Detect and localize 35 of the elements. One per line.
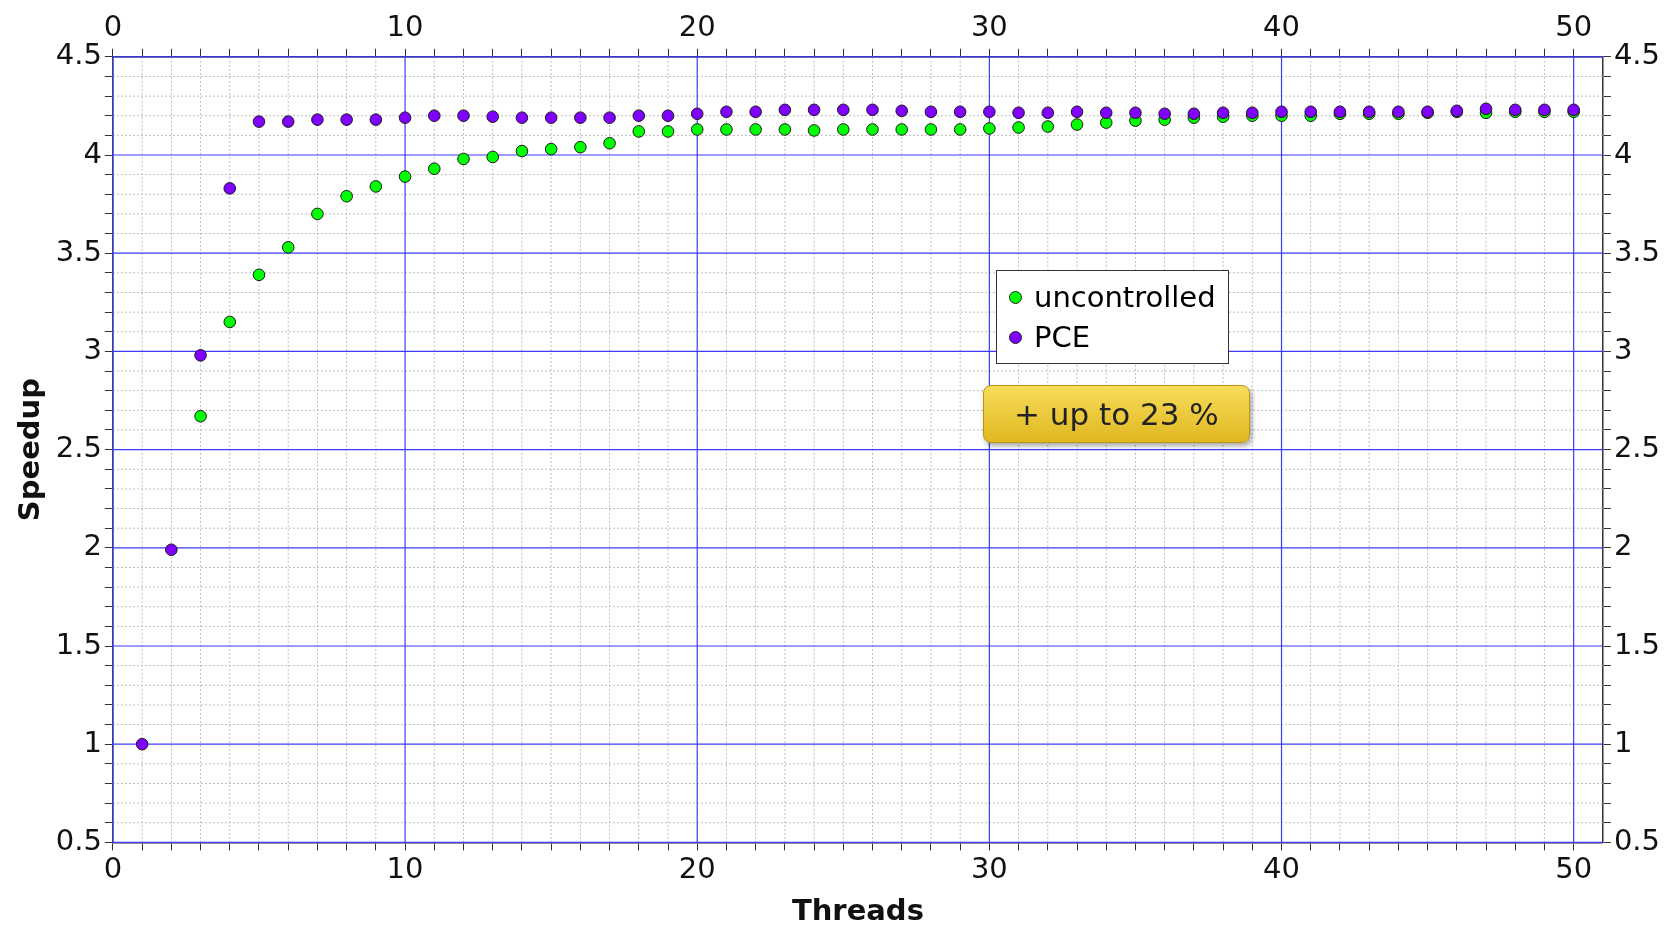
y2-tick-label: 1 [1613,724,1633,759]
x2-tick-label: 30 [970,8,1008,43]
y-tick-label: 2 [83,528,102,563]
legend-label: PCE [1034,319,1091,356]
y2-tick-label: 2 [1613,528,1633,563]
y-axis-title: Speedup [11,378,46,522]
y-tick-label: 1 [83,724,102,759]
y-tick-label: 2.5 [55,430,102,465]
x-tick-label: 30 [970,851,1008,886]
y-tick-label: 3.5 [55,233,102,268]
x2-tick-label: 50 [1555,8,1593,43]
y-tick-label: 1.5 [55,626,102,661]
y2-tick-label: 3 [1613,331,1633,366]
annotation: + up to 23 % [983,385,1250,443]
x2-tick-label: 0 [103,8,123,43]
x2-tick-label: 10 [386,8,424,43]
x-tick-label: 10 [386,851,424,886]
y2-tick-label: 3.5 [1613,233,1661,268]
y2-tick-label: 4.5 [1613,37,1661,72]
legend-label: uncontrolled [1034,279,1216,316]
y-tick-label: 3 [83,331,102,366]
x2-tick-label: 40 [1263,8,1300,43]
x-tick-label: 0 [103,851,123,886]
x-tick-label: 40 [1263,851,1300,886]
y2-tick-label: 4 [1613,135,1633,170]
y-tick-label: 4 [83,135,102,170]
y2-tick-label: 2.5 [1613,430,1661,465]
y2-tick-label: 0.5 [1613,822,1661,857]
x-tick-label: 50 [1555,851,1593,886]
x-tick-label: 20 [678,851,716,886]
y-tick-label: 0.5 [55,822,102,857]
x-axis-title: Threads [791,893,924,928]
y2-tick-label: 1.5 [1613,626,1661,661]
y-tick-label: 4.5 [55,37,102,72]
x2-tick-label: 20 [678,8,716,43]
